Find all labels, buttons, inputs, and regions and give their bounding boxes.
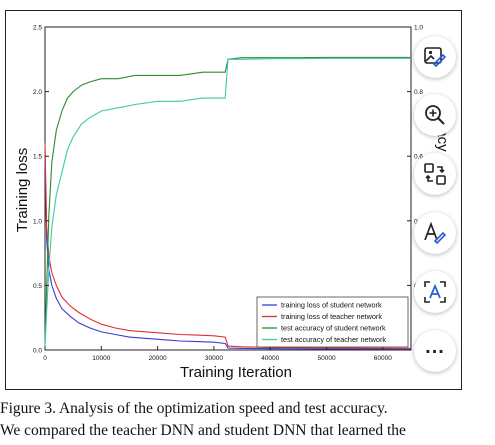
chart: 0 10000 20000 30000 40000 50000 60000 0.0 0.5 1.0… xyxy=(14,25,451,382)
y-left-tick-label: 0.5 xyxy=(33,283,42,290)
image-edit-button[interactable] xyxy=(414,36,456,78)
zoom-in-button[interactable] xyxy=(414,94,456,136)
x-tick-label: 40000 xyxy=(261,355,279,362)
series-line-2 xyxy=(44,143,412,349)
figure-caption: Figure 3. Analysis of the optimization s… xyxy=(0,398,495,442)
series-line-1 xyxy=(44,156,412,350)
legend: training loss of student network training… xyxy=(256,296,409,348)
y-left-tick-label: 0.0 xyxy=(33,348,42,355)
x-tick-label: 50000 xyxy=(317,355,335,362)
more-options-button[interactable]: ... xyxy=(414,330,456,372)
x-tick-label: 0 xyxy=(43,355,47,362)
x-tick-label: 30000 xyxy=(205,355,223,362)
y-right-tick-label: 0.8 xyxy=(414,89,423,96)
plot-area xyxy=(44,26,412,351)
y-left-tick-label: 2.0 xyxy=(33,89,42,96)
caption-line-2: We compared the teacher DNN and student … xyxy=(0,422,406,439)
series-lines xyxy=(44,56,412,350)
y-right-tick-label: 1.0 xyxy=(414,25,423,32)
x-tick-label: 20000 xyxy=(149,355,167,362)
y-left-tick-label: 2.5 xyxy=(33,25,42,32)
legend-entry-2: training loss of teacher network xyxy=(281,312,382,321)
legend-entry-3: test accuracy of student network xyxy=(281,324,386,333)
x-axis-label: Training Iteration xyxy=(180,364,292,381)
text-scan-button[interactable] xyxy=(414,271,456,313)
text-scan-icon xyxy=(424,281,446,303)
legend-entry-1: training loss of student network xyxy=(281,301,382,310)
y-axis-label-left: Training loss xyxy=(14,148,31,232)
zoom-in-icon xyxy=(425,105,445,125)
swap-layout-button[interactable] xyxy=(414,153,456,195)
series-line-3 xyxy=(44,56,411,344)
legend-entry-4: test accuracy of teacher network xyxy=(281,335,386,344)
image-edit-icon xyxy=(424,47,447,68)
series-line-4 xyxy=(44,57,411,347)
y-right-tick-label: 0.6 xyxy=(414,154,423,161)
more-options-icon: ... xyxy=(425,336,445,358)
text-edit-button[interactable] xyxy=(414,212,456,254)
x-tick-label: 10000 xyxy=(92,355,110,362)
x-tick-label: 60000 xyxy=(374,355,392,362)
y-left-tick-label: 1.0 xyxy=(33,218,42,225)
y-left-tick-label: 1.5 xyxy=(33,154,42,161)
swap-layout-icon xyxy=(424,163,446,185)
caption-line-1: Figure 3. Analysis of the optimization s… xyxy=(0,400,388,417)
text-edit-icon xyxy=(424,221,447,245)
legend-box xyxy=(256,296,409,348)
